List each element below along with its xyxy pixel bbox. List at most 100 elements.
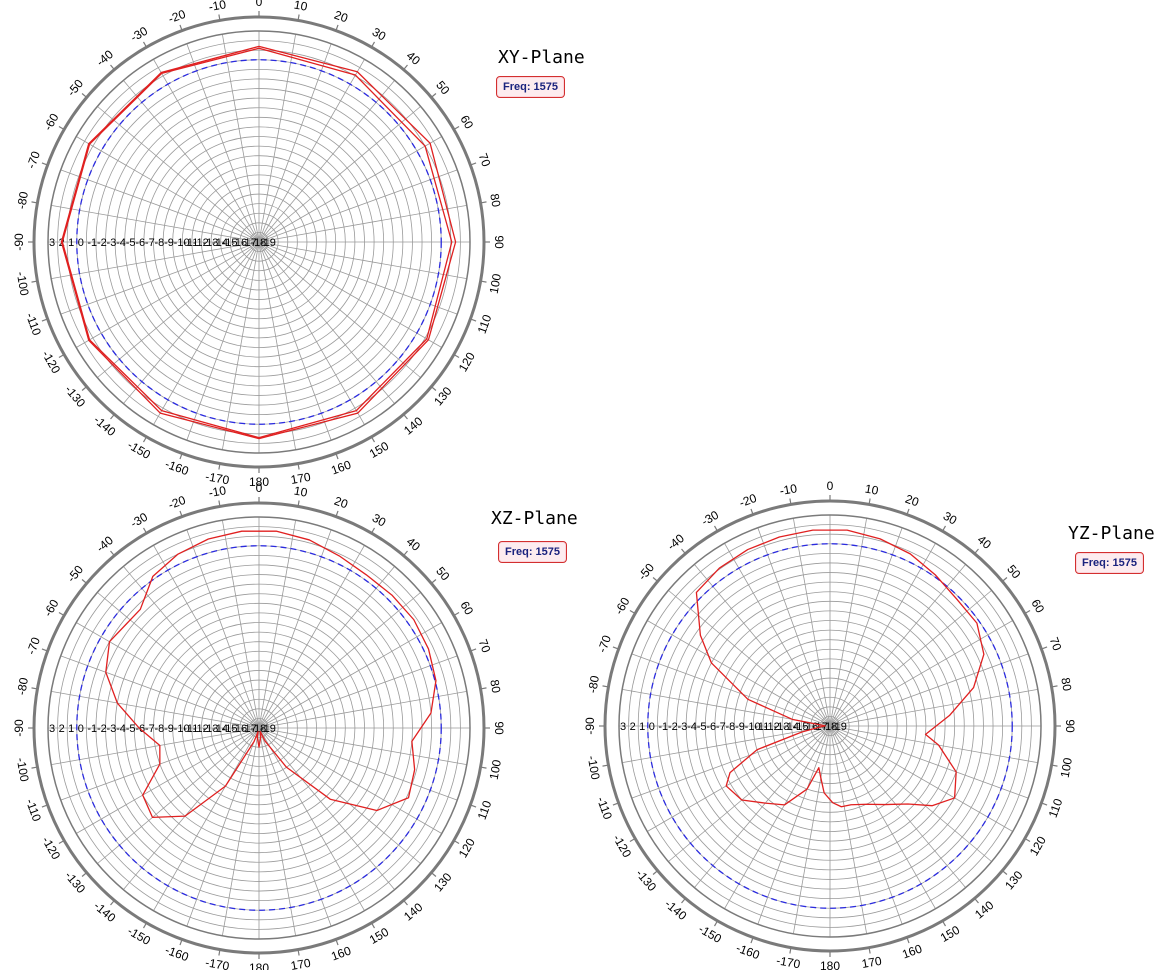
yz-grid-spoke bbox=[622, 725, 831, 764]
yz-angle-label: 70 bbox=[1047, 635, 1065, 653]
yz-angle-tick bbox=[868, 947, 871, 954]
yz-radial-label: -13 bbox=[773, 721, 789, 733]
xz-inner-boundary bbox=[47, 516, 471, 940]
xy-angle-tick bbox=[403, 413, 408, 420]
yz-grid-spoke bbox=[829, 564, 966, 727]
xy-radial-label: -13 bbox=[202, 237, 218, 249]
xz-radial-label: -13 bbox=[202, 723, 218, 735]
yz-angle-tick bbox=[750, 508, 754, 515]
xz-angle-tick bbox=[218, 949, 221, 956]
xz-plane-title: XZ-Plane bbox=[491, 508, 578, 529]
xz-grid-spoke bbox=[258, 727, 332, 927]
xz-angle-label: 180 bbox=[249, 961, 269, 970]
xz-angle-label: -50 bbox=[64, 562, 86, 585]
yz-grid-spoke bbox=[668, 725, 831, 862]
yz-angle-label: 20 bbox=[903, 492, 921, 510]
xz-grid-spoke bbox=[51, 690, 260, 729]
xy-angle-label: 90 bbox=[492, 235, 506, 249]
xz-grid-spoke bbox=[97, 727, 260, 864]
xz-angle-label: -140 bbox=[91, 899, 119, 925]
xz-angle-label: 70 bbox=[476, 637, 494, 655]
yz-radial-label: 2 bbox=[630, 721, 636, 733]
yz-angle-label: -90 bbox=[583, 717, 597, 735]
yz-angle-label: -10 bbox=[779, 481, 799, 498]
yz-angle-label: -60 bbox=[612, 595, 633, 617]
xz-grid-spoke bbox=[258, 690, 467, 729]
yz-grid-spoke bbox=[631, 653, 831, 727]
yz-angle-label: -30 bbox=[699, 508, 721, 529]
xy-angle-tick bbox=[58, 353, 65, 359]
xz-angle-tick bbox=[142, 527, 148, 534]
xz-angle-label: 130 bbox=[431, 870, 455, 895]
yz-angle-tick bbox=[629, 609, 636, 615]
xy-angle-label: -110 bbox=[23, 311, 44, 338]
xz-angle-label: 40 bbox=[404, 534, 423, 554]
yz-angle-tick bbox=[789, 498, 792, 505]
yz-radial-label: -10 bbox=[745, 721, 761, 733]
xz-radial-label: -8 bbox=[155, 723, 165, 735]
yz-angle-label: -110 bbox=[594, 795, 615, 822]
yz-grid-spoke bbox=[829, 518, 868, 727]
xz-grid-spoke bbox=[258, 727, 467, 766]
yz-radial-label: -3 bbox=[678, 721, 688, 733]
xz-radial-label: -9 bbox=[164, 723, 174, 735]
yz-angle-label: 120 bbox=[1027, 834, 1049, 859]
yz-angle-tick bbox=[868, 498, 871, 505]
xy-angle-label: 80 bbox=[487, 193, 503, 209]
xy-grid-spoke bbox=[258, 241, 332, 441]
xy-angle-label: -20 bbox=[166, 7, 187, 26]
xz-angle-tick bbox=[370, 922, 376, 929]
yz-angle-label: 80 bbox=[1058, 677, 1074, 693]
xz-radial-label: -15 bbox=[222, 723, 238, 735]
xy-grid-spoke bbox=[258, 241, 365, 425]
yz-radial-label: -2 bbox=[668, 721, 678, 733]
xz-angle-tick bbox=[110, 899, 115, 906]
xz-angle-label: 160 bbox=[329, 943, 353, 963]
xz-angle-label: -100 bbox=[14, 757, 32, 783]
xz-grid-spoke bbox=[97, 592, 260, 729]
xy-angle-label: 180 bbox=[249, 475, 269, 489]
yz-radial-label: -12 bbox=[764, 721, 780, 733]
xz-angle-tick bbox=[31, 766, 38, 769]
xz-radial-label: -10 bbox=[174, 723, 190, 735]
xy-radial-label: -19 bbox=[260, 237, 276, 249]
yz-angle-tick bbox=[974, 897, 979, 904]
xy-radial-label: -2 bbox=[97, 237, 107, 249]
yz-grid-spoke bbox=[829, 543, 936, 727]
xy-radial-label: -15 bbox=[222, 237, 238, 249]
yz-grid-spoke bbox=[724, 725, 831, 909]
xy-angle-label: -10 bbox=[208, 0, 228, 14]
xy-angle-tick bbox=[470, 162, 477, 166]
xy-angle-tick bbox=[142, 436, 148, 443]
xy-freq-badge: Freq: 1575 bbox=[496, 76, 566, 98]
xy-radial-label: 1 bbox=[68, 237, 74, 249]
xz-radial-label: 3 bbox=[49, 723, 55, 735]
yz-angle-tick bbox=[1024, 837, 1031, 843]
yz-radial-label: -6 bbox=[706, 721, 716, 733]
yz-angle-tick bbox=[713, 920, 719, 927]
xz-radial-label: -12 bbox=[193, 723, 209, 735]
xy-angle-tick bbox=[335, 24, 339, 31]
yz-radial-label: -1 bbox=[658, 721, 668, 733]
xz-grid-spoke bbox=[258, 520, 297, 729]
xy-angle-tick bbox=[403, 64, 408, 71]
xy-angle-label: 40 bbox=[404, 48, 423, 68]
yz-angle-tick bbox=[1001, 870, 1008, 875]
xz-grid-spoke bbox=[51, 727, 260, 766]
yz-angle-label: 110 bbox=[1046, 796, 1066, 819]
xy-angle-tick bbox=[81, 93, 88, 98]
yz-angle-label: 60 bbox=[1028, 597, 1047, 616]
xz-radial-label: -16 bbox=[231, 723, 247, 735]
yz-grid-spoke bbox=[829, 725, 992, 862]
yz-angle-label: 40 bbox=[975, 532, 994, 552]
xy-gain-trace-0 bbox=[60, 45, 457, 440]
xz-angle-tick bbox=[480, 687, 487, 690]
xy-angle-label: -90 bbox=[12, 233, 26, 251]
xy-angle-label: -80 bbox=[14, 190, 31, 210]
xz-angle-label: 80 bbox=[487, 679, 503, 695]
xy-angle-label: -60 bbox=[41, 111, 62, 133]
xz-grid-spoke bbox=[123, 727, 260, 890]
xz-angle-label: -150 bbox=[125, 924, 153, 948]
xz-grid-spoke bbox=[221, 727, 260, 936]
yz-angle-tick bbox=[602, 685, 609, 688]
